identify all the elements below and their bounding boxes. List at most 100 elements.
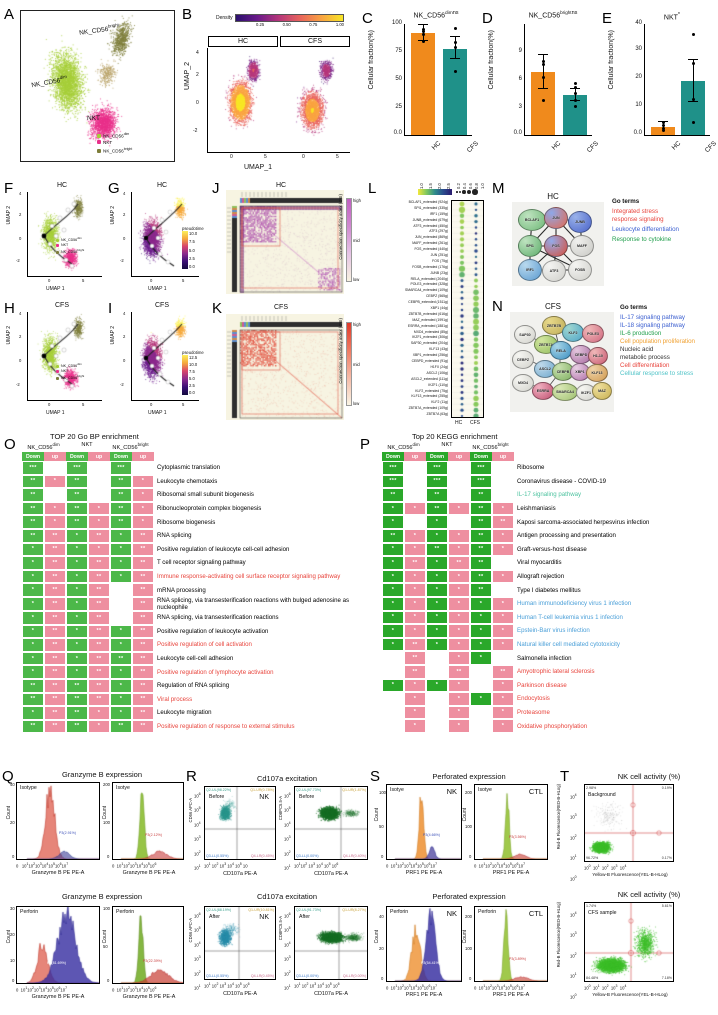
- legend-item: NKT: [97, 140, 132, 146]
- gate-label: P3(4.66%): [423, 833, 440, 837]
- legend-item: NKT: [56, 243, 84, 248]
- data-point: [422, 28, 425, 31]
- s1-ytick: 100: [379, 790, 386, 795]
- enrichment-cell-empty: [426, 651, 448, 665]
- r3-ylabel: CD56 APC-A: [188, 918, 193, 943]
- enrichment-cell-filled: **: [470, 542, 492, 557]
- enrichment-cell-empty: [110, 610, 132, 625]
- panel-e-ytick: 40: [635, 20, 642, 26]
- enrichment-cell-empty: [470, 678, 492, 693]
- goterm: metabolic process: [620, 354, 670, 361]
- panel-e-title: NKT*: [663, 12, 681, 22]
- enrichment-cell-filled: *: [132, 488, 154, 502]
- column-header-up: up: [404, 452, 426, 461]
- enrichment-cell-filled: *: [448, 583, 470, 597]
- gene-label: ZBTB7A (63g): [426, 412, 448, 417]
- gene-label: MAFF_extended (261g): [412, 241, 448, 246]
- panel-d-ytick: 3: [518, 104, 522, 110]
- panel-b-y-axis: [207, 48, 208, 152]
- enrichment-cell-filled: *: [492, 501, 514, 516]
- enrichment-cell-filled: *: [66, 610, 88, 625]
- density-tick: 1.00: [335, 22, 344, 27]
- enrichment-cell-filled: *: [44, 501, 66, 516]
- enrichment-cell-filled: **: [132, 706, 154, 720]
- enrichment-cell-filled: ***: [66, 461, 88, 475]
- enrichment-term-label: Ribosome biogenesis: [157, 518, 216, 526]
- gene-label: ASCL2 (106g): [426, 370, 449, 375]
- s2-ytick: 0: [469, 854, 472, 859]
- quad-label: Q2-UL(97.73%): [296, 788, 322, 792]
- enrichment-row: ** ** * ** * ** RNA splicing: [22, 528, 379, 543]
- node-pole3: POLE3: [582, 324, 604, 343]
- panel-a-umap-clusters: A NK_CD56bright NK_CD56dim NKT NK_CD56di…: [4, 4, 179, 176]
- enrichment-cell-filled: *: [382, 596, 404, 611]
- enrichment-cell-empty: [492, 651, 514, 665]
- l-color-tick: 2.5: [446, 183, 451, 189]
- panel-c-barchart: C NK_CD56dimns 100 75 50 25 0.0 Cellular…: [362, 4, 480, 176]
- r3-xticks: 101 102 103 104 105 106: [204, 982, 250, 989]
- flow-tag: Perforin: [116, 909, 135, 915]
- density-tick: 0.75: [309, 22, 318, 27]
- enrichment-row: * ** * ** ** RNA splicing, via transesterific…: [22, 610, 379, 625]
- panel-e-ytick: 0.0: [633, 130, 642, 136]
- gene-label: H1FX (24g): [430, 364, 448, 369]
- enrichment-cell-empty: [470, 664, 492, 679]
- panel-h-ytick: 4: [19, 311, 22, 316]
- panel-h-ytick: -2: [16, 382, 20, 387]
- enrichment-cell-empty: [404, 461, 426, 475]
- panel-f-ytick: 4: [19, 191, 22, 196]
- panel-m-title: HC: [547, 192, 559, 201]
- gene-label: KLF2_extended (75g): [415, 388, 448, 393]
- errorbar-cfs: [693, 60, 694, 102]
- enrichment-cell-filled: **: [88, 583, 110, 597]
- enrichment-cell-empty: [88, 461, 110, 475]
- panel-l-regulon-dotplot: L 1.0 1.5 2.0 2.5 0.2 0.4 0.6 0.8 1.0: [368, 180, 490, 430]
- s4-ytick: 200: [465, 914, 472, 919]
- enrichment-cell-filled: *: [66, 556, 88, 570]
- enrichment-cell-filled: *: [22, 651, 44, 666]
- s3-ytick: 0: [381, 976, 384, 981]
- enrichment-cell-filled: **: [22, 515, 44, 529]
- enrichment-row: *** *** *** Ribosome: [382, 461, 718, 475]
- enrichment-cell-filled: **: [88, 692, 110, 707]
- enrichment-cell-filled: *: [448, 637, 470, 652]
- l-colorbar: [418, 189, 452, 195]
- q2-ytick: 200: [103, 782, 110, 787]
- panel-b-xtick: 5: [336, 154, 339, 160]
- panel-l-label: L: [368, 180, 377, 197]
- enrichment-cell-filled: **: [132, 569, 154, 584]
- gene-label: JUNB (23g): [430, 270, 448, 275]
- panel-h-ytick: 0: [19, 358, 22, 363]
- r4-yticks: 106 105 104 103 102 101: [284, 912, 291, 991]
- l-size-tick: 0.4: [462, 183, 467, 189]
- enrichment-cell-filled: ***: [470, 461, 492, 475]
- panel-n-network-cfs: N CFS ZBTB7B KLF2 POLE3 SAP30 ZBTB7A REL…: [492, 298, 718, 430]
- enrichment-cell-filled: *: [404, 569, 426, 584]
- csi-colorbar: [346, 322, 352, 406]
- legend-item: NK_CD56dim: [56, 362, 84, 369]
- pseudotime-tick: 5.0: [189, 376, 195, 381]
- enrichment-cell-filled: *: [404, 583, 426, 597]
- legend-item: NK_CD56bright: [56, 248, 84, 255]
- enrichment-cell-filled: *: [492, 719, 514, 733]
- panel-e-axes: [644, 24, 710, 136]
- panel-n-label: N: [492, 298, 503, 315]
- s3-xticks: 0 101102103104105106107: [386, 984, 438, 991]
- flow-plot-q3: Perforin P3(81.69%): [16, 906, 100, 984]
- q1-ylabel: Count: [6, 806, 12, 820]
- panel-r-cd107a: R Cd107a excitation Cd107a excitation Q2…: [186, 766, 368, 1014]
- panel-p-label: P: [360, 436, 371, 453]
- column-header-down: Down: [66, 452, 88, 461]
- enrichment-row: ** ** ** * ** ** Positive regulation of respon…: [22, 719, 379, 734]
- l-size-legend: 0.2 0.4 0.6 0.8 1.0: [456, 183, 485, 195]
- enrichment-cell-filled: *: [426, 596, 448, 611]
- enrichment-cell-filled: *: [66, 665, 88, 679]
- panel-b-ytick: 4: [196, 50, 199, 56]
- panel-r-label: R: [186, 768, 197, 785]
- enrichment-cell-filled: *: [426, 569, 448, 584]
- t1-xticks: 100 101 102 103 104: [584, 864, 627, 871]
- enrichment-term-label: Coronavirus disease - COVID-19: [517, 477, 607, 485]
- data-point: [692, 33, 695, 36]
- quad-label: Q1-UR(10.81%): [248, 908, 274, 912]
- s4-ytick: 0: [469, 976, 472, 981]
